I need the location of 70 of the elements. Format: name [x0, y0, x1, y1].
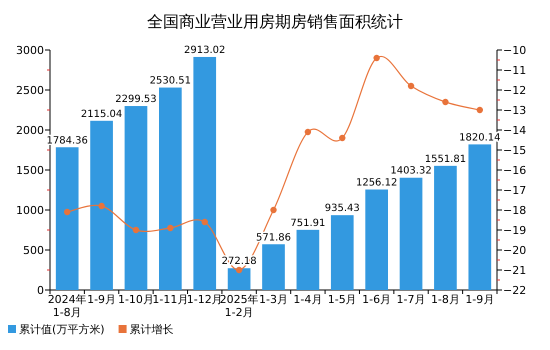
point	[442, 98, 449, 106]
x-tick-label: 1-8月	[430, 293, 460, 306]
y2-tick-label: −10	[503, 44, 526, 57]
y-tick-label: 3000	[16, 44, 44, 57]
data-label: 1256.12	[356, 178, 398, 189]
x-tick-label: 2024年 1-8月	[48, 293, 87, 319]
y2-tick-label: −21	[503, 264, 526, 277]
point	[373, 54, 380, 62]
x-tick-label: 1-6月	[362, 293, 392, 306]
data-label: 2299.53	[115, 94, 157, 106]
chart-title: 全国商业营业用房期房销售面积统计	[147, 12, 403, 31]
data-label: 751.91	[290, 218, 326, 229]
bar	[330, 215, 354, 290]
point	[167, 224, 174, 232]
point	[132, 226, 140, 234]
point	[476, 106, 484, 114]
y2-tick-label: −15	[503, 144, 526, 157]
legend-label: 累计增长	[130, 323, 174, 336]
y2-tick-label: −19	[503, 224, 526, 237]
data-label: 2530.51	[150, 76, 192, 87]
point	[339, 134, 346, 142]
bar	[124, 106, 148, 290]
y2-tick-label: −18	[503, 204, 526, 217]
y-tick-label: 1500	[16, 164, 44, 177]
bar	[90, 120, 113, 290]
bar	[56, 147, 79, 290]
data-label: 2115.04	[80, 108, 122, 120]
x-tick-label: 1-3月	[259, 293, 288, 306]
point	[236, 266, 242, 274]
bar	[296, 230, 320, 290]
bar	[262, 244, 285, 290]
point	[304, 128, 312, 136]
bar	[193, 56, 216, 290]
x-tick-label: 2025年 1-2月	[220, 293, 259, 319]
y2-tick-label: −14	[503, 124, 526, 137]
x-tick-label: 1-9月	[87, 293, 116, 306]
x-tick-label: 1-4月	[293, 293, 322, 306]
data-label: 935.43	[324, 203, 360, 214]
data-label: 1403.32	[390, 166, 432, 177]
point	[408, 82, 414, 90]
y-tick-label: 1000	[16, 204, 44, 217]
x-tick-label: 1-10月	[118, 293, 154, 306]
bar	[159, 88, 182, 290]
x-tick-label: 1-9月	[465, 293, 494, 306]
y-tick-label: 500	[23, 244, 44, 257]
data-label: 1551.81	[424, 154, 466, 165]
point	[202, 218, 208, 226]
y2-tick-label: −17	[503, 184, 526, 197]
y2-tick-label: −20	[503, 244, 526, 257]
y2-tick-label: −16	[503, 164, 526, 177]
y-tick-label: 2000	[16, 124, 44, 137]
data-label: 2913.02	[184, 44, 226, 56]
bar	[434, 166, 457, 290]
legend-label: 累计值(万平方米)	[19, 323, 105, 336]
x-tick-label: 1-11月	[152, 293, 188, 306]
point	[98, 202, 105, 210]
bar	[468, 144, 492, 290]
y-tick-label: 0	[37, 284, 44, 297]
bar	[228, 268, 250, 290]
bar	[365, 190, 388, 290]
y2-tick-label: −22	[503, 284, 526, 297]
x-tick-label: 1-7月	[396, 293, 426, 306]
bar	[400, 178, 422, 290]
point	[270, 206, 277, 214]
point	[64, 208, 70, 216]
y2-tick-label: −11	[503, 64, 526, 77]
y-tick-label: 2500	[16, 84, 44, 97]
y2-tick-label: −13	[503, 104, 526, 117]
x-tick-label: 1-5月	[328, 293, 357, 306]
y2-tick-label: −12	[503, 84, 526, 97]
